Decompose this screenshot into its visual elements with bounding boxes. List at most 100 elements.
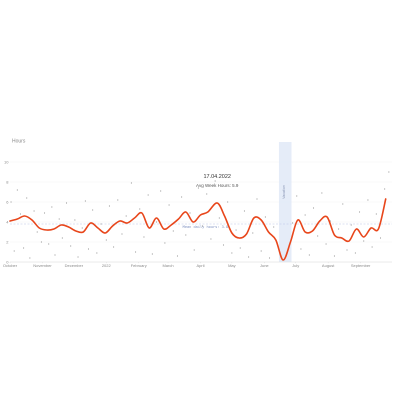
daily-hours-point (317, 235, 319, 237)
daily-hours-point (321, 192, 323, 194)
daily-hours-point (77, 256, 79, 258)
daily-hours-point (218, 217, 220, 219)
daily-hours-point (143, 236, 145, 238)
daily-hours-point (160, 190, 162, 192)
daily-hours-point (135, 251, 137, 253)
daily-hours-point (325, 243, 327, 245)
daily-hours-point (269, 257, 271, 259)
grid-lines (10, 161, 392, 263)
x-tick-label: September (351, 263, 371, 268)
daily-hours-point (210, 238, 212, 240)
daily-hours-point (172, 230, 174, 232)
mean-line-group: Mean daily hours: 3.8 (10, 223, 392, 229)
vacation-band-rect (278, 142, 292, 262)
daily-hours-point (185, 234, 187, 236)
hover-tooltip: 17.04.2022 Avg Week Hours: 5.9 (196, 174, 239, 188)
daily-hours-point (96, 252, 98, 254)
x-axis: October November December 2022 February March… (3, 261, 392, 268)
daily-hours-point (61, 237, 63, 239)
daily-hours-point (29, 257, 31, 259)
daily-hours-point (346, 249, 348, 251)
daily-hours-point (304, 214, 306, 216)
daily-hours-point (227, 201, 229, 203)
daily-hours-point (256, 198, 258, 200)
daily-hours-point (384, 188, 386, 190)
daily-hours-point (189, 212, 191, 214)
daily-hours-point (10, 201, 12, 203)
daily-hours-point (388, 171, 390, 173)
daily-hours-point (206, 193, 208, 195)
daily-hours-point (312, 207, 315, 209)
y-tick-label: 6 (6, 199, 9, 204)
daily-hours-point (222, 244, 225, 246)
daily-hours-point (43, 212, 46, 214)
daily-hours-point (58, 218, 60, 220)
daily-hours-point (16, 189, 18, 191)
daily-hours-point (84, 200, 86, 202)
daily-hours-point (23, 247, 25, 249)
daily-hours-point (87, 248, 90, 250)
daily-hours-point (181, 196, 183, 198)
daily-hours-point (350, 224, 352, 226)
daily-hours-point (125, 215, 127, 217)
daily-hours-point (231, 252, 233, 254)
daily-hours-point (333, 255, 335, 257)
x-tick-label: July (292, 263, 299, 268)
daily-hours-point (197, 187, 199, 189)
daily-hours-point (296, 195, 298, 197)
daily-hours-point (139, 208, 141, 210)
x-tick-label: 2022 (102, 263, 112, 268)
daily-hours-point (248, 256, 250, 258)
daily-hours-point (121, 233, 123, 235)
daily-hours-point (300, 248, 302, 250)
x-tick-label: December (65, 263, 84, 268)
daily-hours-point (338, 228, 340, 230)
daily-hours-point (100, 223, 102, 225)
daily-hours-point (354, 252, 356, 254)
y-tick-label: 8 (6, 179, 9, 184)
daily-hours-point (342, 203, 344, 205)
daily-hours-point (202, 225, 204, 227)
daily-hours-points (10, 171, 390, 259)
daily-hours-point (264, 216, 266, 218)
vacation-band-label: Vacation (282, 185, 286, 199)
daily-hours-point (92, 209, 94, 211)
daily-hours-point (155, 221, 158, 223)
vacation-band: Vacation (278, 142, 292, 262)
daily-hours-point (26, 197, 28, 199)
daily-hours-point (70, 245, 72, 247)
daily-hours-point (243, 210, 245, 212)
daily-hours-point (36, 231, 38, 233)
daily-hours-point (151, 253, 153, 255)
y-tick-label: 0 (6, 259, 9, 264)
daily-hours-point (48, 243, 50, 245)
daily-hours-point (13, 250, 15, 252)
daily-hours-point (81, 227, 83, 229)
x-tick-label: August (322, 263, 335, 268)
daily-hours-point (239, 247, 241, 249)
daily-hours-point (273, 226, 275, 228)
daily-hours-point (176, 255, 179, 257)
daily-hours-point (308, 254, 310, 256)
daily-hours-point (147, 194, 149, 196)
x-tick-label: October (3, 263, 18, 268)
daily-hours-point (54, 254, 56, 256)
daily-hours-point (359, 211, 361, 213)
daily-hours-point (292, 222, 294, 224)
daily-hours-point (33, 210, 35, 212)
daily-hours-point (367, 199, 369, 201)
y-axis-title: Hours (12, 139, 26, 145)
daily-hours-point (40, 241, 42, 243)
y-tick-label: 2 (6, 239, 9, 244)
daily-hours-point (168, 204, 170, 206)
daily-hours-point (51, 206, 53, 208)
daily-hours-point (108, 205, 110, 207)
daily-hours-point (65, 202, 68, 204)
daily-hours-point (363, 240, 365, 242)
mean-line-label: Mean daily hours: 3.8 (183, 225, 228, 229)
daily-hours-point (235, 229, 237, 231)
daily-hours-point (379, 237, 382, 239)
x-tick-label: March (162, 263, 173, 268)
daily-hours-point (130, 182, 132, 184)
